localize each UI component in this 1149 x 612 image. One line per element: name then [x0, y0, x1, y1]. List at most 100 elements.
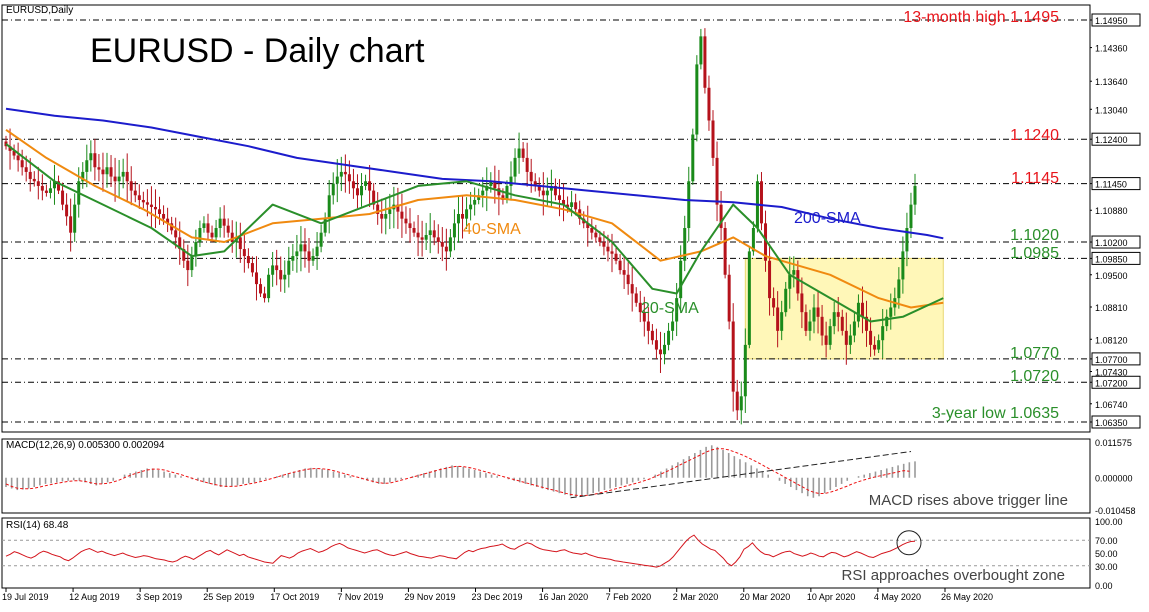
candle	[594, 224, 598, 243]
candle-body	[622, 270, 626, 275]
candle-body	[570, 202, 574, 207]
candle-body	[145, 202, 149, 205]
candle-body	[808, 321, 812, 331]
candle-body	[897, 279, 901, 299]
candle	[137, 184, 141, 209]
candle	[885, 309, 889, 332]
price-tick-label: 1.11450	[1095, 180, 1127, 190]
date-tick-label: 20 Mar 2020	[740, 592, 791, 602]
candle	[388, 193, 392, 230]
candle	[44, 184, 48, 197]
candle	[658, 331, 662, 373]
candle-body	[48, 188, 52, 193]
candle-body	[214, 228, 218, 238]
candle-body	[885, 316, 889, 327]
candle	[291, 244, 295, 271]
candle-body	[44, 190, 48, 193]
candle	[65, 193, 69, 226]
candle-body	[174, 230, 178, 238]
candle-body	[271, 265, 275, 275]
price-tick-label: 1.10880	[1095, 206, 1128, 216]
candle	[848, 324, 852, 354]
candle	[768, 243, 772, 316]
level-label-11020: 1.1020	[1010, 227, 1059, 244]
candle-body	[743, 344, 747, 397]
candle	[218, 207, 222, 238]
price-tick-label: 1.07700	[1095, 355, 1128, 365]
rsi-tick-label: 50.00	[1095, 549, 1118, 559]
candle-body	[153, 206, 157, 210]
candle-body	[521, 148, 525, 158]
candle-body	[315, 246, 319, 257]
candle-body	[125, 171, 129, 182]
candle	[630, 266, 634, 312]
candle-body	[780, 312, 784, 331]
candle-body	[477, 195, 481, 200]
candle	[663, 332, 667, 365]
candle-body	[456, 213, 460, 224]
candle	[307, 237, 311, 273]
candle	[133, 181, 137, 203]
candle-body	[723, 228, 727, 275]
candle	[541, 172, 545, 216]
candle	[844, 312, 848, 365]
candle-body	[533, 181, 537, 186]
candle	[8, 128, 12, 170]
candle	[400, 193, 404, 238]
date-tick-label: 26 May 2020	[941, 592, 993, 602]
candle	[311, 248, 315, 266]
rsi-annotation: RSI approaches overbought zone	[842, 567, 1065, 584]
candle-body	[873, 344, 877, 350]
candle	[40, 174, 44, 201]
candle	[412, 221, 416, 237]
candle-body	[242, 249, 246, 257]
candle-body	[792, 270, 796, 275]
candle-body	[909, 204, 913, 229]
candle-body	[727, 274, 731, 322]
candle	[755, 174, 759, 233]
candle-body	[513, 157, 517, 177]
candle	[174, 217, 178, 249]
candle	[109, 155, 113, 188]
candle-body	[101, 169, 105, 175]
candle-body	[109, 167, 113, 177]
candle-body	[323, 218, 327, 233]
candle	[816, 291, 820, 334]
date-tick-label: 12 Aug 2019	[69, 592, 120, 602]
candle	[869, 317, 873, 357]
candle-body	[89, 153, 93, 161]
candle	[707, 75, 711, 131]
candle-body	[473, 199, 477, 205]
level-label-11240: 1.1240	[1010, 127, 1059, 144]
candle	[873, 336, 877, 356]
candle-body	[461, 213, 465, 219]
candle	[877, 334, 881, 353]
candle-body	[489, 181, 493, 186]
candle-body	[493, 181, 497, 189]
candle	[32, 171, 36, 187]
rsi-tick-label: 0.00	[1095, 581, 1113, 591]
candle	[481, 177, 485, 208]
candle	[703, 28, 707, 94]
candle-body	[210, 232, 214, 238]
candle-body	[121, 171, 125, 177]
candle	[178, 221, 182, 265]
candle-body	[537, 185, 541, 191]
candle	[186, 244, 190, 287]
candle-body	[671, 321, 675, 331]
rsi-tick-label: 70.00	[1095, 536, 1118, 546]
candle-body	[525, 157, 529, 172]
price-tick: 1.14360	[1090, 44, 1128, 54]
date-tick-label: 10 Apr 2020	[807, 592, 856, 602]
candle	[299, 226, 303, 272]
candle	[12, 144, 16, 160]
candle-body	[400, 211, 404, 219]
candle	[158, 196, 162, 225]
candle	[436, 224, 440, 254]
candle-body	[65, 204, 69, 217]
level-label-3y-low: 3-year low 1.0635	[932, 405, 1059, 422]
candle	[105, 152, 109, 188]
candle	[69, 198, 73, 252]
date-tick-label: 23 Dec 2019	[472, 592, 523, 602]
price-tick-label: 1.12400	[1095, 135, 1128, 145]
